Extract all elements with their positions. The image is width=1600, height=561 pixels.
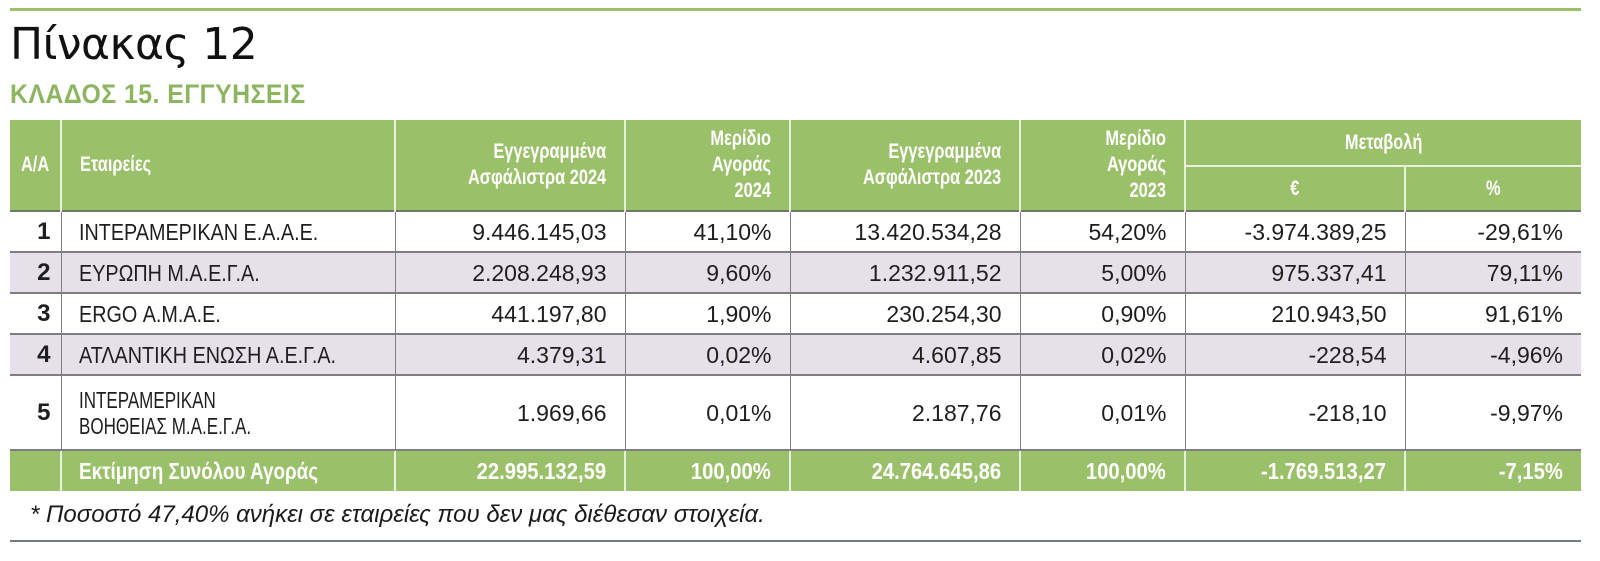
share-2023: 5,00% — [1019, 252, 1186, 294]
header-change-pct: % — [1404, 165, 1581, 211]
premiums-2024: 1.969,66 — [394, 375, 626, 451]
total-row: Εκτίμηση Συνόλου Αγοράς 22.995.132,59 10… — [10, 450, 1581, 491]
share-2023: 0,90% — [1019, 293, 1186, 335]
table-row: 1 ΙΝΤΕΡΑΜΕΡΙΚΑΝ Ε.Α.Α.Ε. 9.446.145,03 41… — [10, 210, 1581, 253]
header-change-eur: € — [1185, 165, 1406, 211]
premiums-2024: 2.208.248,93 — [394, 252, 626, 294]
premiums-2023: 1.232.911,52 — [789, 252, 1021, 294]
company-name: ΕΥΡΩΠΗ Μ.Α.Ε.Γ.Α. — [60, 252, 396, 294]
top-rule — [10, 8, 1581, 11]
row-index: 5 — [10, 375, 62, 451]
change-pct: -29,61% — [1404, 210, 1581, 253]
total-premiums-2024: 22.995.132,59 — [394, 450, 626, 491]
premiums-2024: 9.446.145,03 — [394, 210, 626, 253]
row-index: 1 — [10, 210, 62, 253]
section-subtitle: ΚΛΑΔΟΣ 15. ΕΓΓΥΗΣΕΙΣ — [10, 79, 306, 109]
share-2023: 0,02% — [1019, 334, 1186, 376]
company-name: ΙΝΤΕΡΑΜΕΡΙΚΑΝ Ε.Α.Α.Ε. — [60, 210, 396, 253]
row-index: 4 — [10, 334, 62, 376]
page-title: Πίνακας 12 — [10, 19, 258, 70]
premiums-2024: 4.379,31 — [394, 334, 626, 376]
share-2024: 41,10% — [624, 210, 791, 253]
total-premiums-2023: 24.764.645,86 — [789, 450, 1021, 491]
change-pct: -9,97% — [1404, 375, 1581, 451]
total-aa-empty — [10, 450, 62, 491]
table-row: 2 ΕΥΡΩΠΗ Μ.Α.Ε.Γ.Α. 2.208.248,93 9,60% 1… — [10, 252, 1581, 294]
header-change: Μεταβολή — [1184, 120, 1581, 166]
header-share-2023: Μερίδιο Αγοράς 2023 — [1019, 120, 1186, 211]
change-eur: 210.943,50 — [1184, 293, 1406, 335]
total-change-pct: -7,15% — [1404, 450, 1581, 491]
change-eur: 975.337,41 — [1184, 252, 1406, 294]
share-2023: 0,01% — [1019, 375, 1186, 451]
premiums-2024: 441.197,80 — [394, 293, 626, 335]
premiums-2023: 230.254,30 — [789, 293, 1021, 335]
table-row: 3 ERGO Α.Μ.Α.Ε. 441.197,80 1,90% 230.254… — [10, 293, 1581, 335]
table-row: 4 ΑΤΛΑΝΤΙΚΗ ΕΝΩΣΗ Α.Ε.Γ.Α. 4.379,31 0,02… — [10, 334, 1581, 376]
total-label: Εκτίμηση Συνόλου Αγοράς — [60, 450, 396, 491]
change-pct: 91,61% — [1404, 293, 1581, 335]
header-company: Εταιρείες — [60, 120, 396, 211]
bottom-rule — [10, 540, 1581, 542]
header-aa: Α/Α — [10, 120, 62, 211]
header-premiums-2024: Εγγεγραμμένα Ασφάλιστρα 2024 — [394, 120, 626, 211]
header-row-top: Α/Α Εταιρείες Εγγεγραμμένα Ασφάλιστρα 202… — [10, 120, 1581, 211]
header-premiums-2023: Εγγεγραμμένα Ασφάλιστρα 2023 — [789, 120, 1021, 211]
company-name: ΑΤΛΑΝΤΙΚΗ ΕΝΩΣΗ Α.Ε.Γ.Α. — [60, 334, 396, 376]
change-eur: -218,10 — [1184, 375, 1406, 451]
footnote: * Ποσοστό 47,40% ανήκει σε εταιρείες που… — [30, 501, 765, 528]
total-share-2023: 100,00% — [1019, 450, 1186, 491]
table-row: 5 ΙΝΤΕΡΑΜΕΡΙΚΑΝ ΒΟΗΘΕΙΑΣ Μ.Α.Ε.Γ.Α. 1.969… — [10, 375, 1581, 451]
premiums-2023: 13.420.534,28 — [789, 210, 1021, 253]
company-name: ERGO Α.Μ.Α.Ε. — [60, 293, 396, 335]
share-2024: 9,60% — [624, 252, 791, 294]
share-2023: 54,20% — [1019, 210, 1186, 253]
share-2024: 1,90% — [624, 293, 791, 335]
total-share-2024: 100,00% — [624, 450, 791, 491]
share-2024: 0,02% — [624, 334, 791, 376]
change-pct: 79,11% — [1404, 252, 1581, 294]
change-eur: -3.974.389,25 — [1184, 210, 1406, 253]
header-share-2024: Μερίδιο Αγοράς 2024 — [624, 120, 791, 211]
premiums-2023: 2.187,76 — [789, 375, 1021, 451]
header-row-bottom: € % — [10, 165, 1581, 211]
market-share-table: Α/Α Εταιρείες Εγγεγραμμένα Ασφάλιστρα 202… — [10, 120, 1581, 491]
premiums-2023: 4.607,85 — [789, 334, 1021, 376]
share-2024: 0,01% — [624, 375, 791, 451]
row-index: 2 — [10, 252, 62, 294]
change-pct: -4,96% — [1404, 334, 1581, 376]
company-name: ΙΝΤΕΡΑΜΕΡΙΚΑΝ ΒΟΗΘΕΙΑΣ Μ.Α.Ε.Γ.Α. — [60, 375, 396, 451]
row-index: 3 — [10, 293, 62, 335]
total-change-eur: -1.769.513,27 — [1184, 450, 1406, 491]
change-eur: -228,54 — [1184, 334, 1406, 376]
